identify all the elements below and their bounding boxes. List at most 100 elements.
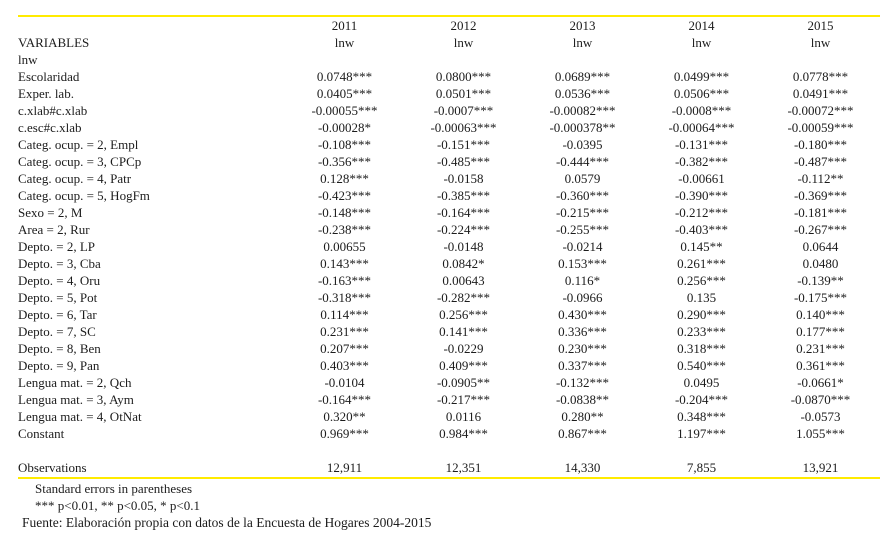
coefficient-value: 0.290*** bbox=[677, 307, 726, 322]
coefficient-value: -0.0214 bbox=[562, 239, 603, 254]
variable-label: Exper. lab. bbox=[18, 86, 74, 101]
coefficient-value: -0.0158 bbox=[443, 171, 484, 186]
coefficient-value: -0.390*** bbox=[674, 188, 729, 203]
coefficient-value: 1.055*** bbox=[796, 426, 845, 441]
coefficient-value: 0.261*** bbox=[677, 256, 726, 271]
depvar-header: lnw bbox=[453, 35, 474, 50]
table-row: Lengua mat. = 2, Qch -0.0104 -0.0905** -0.1… bbox=[18, 374, 880, 391]
table-row: Depto. = 3, Cba 0.143*** 0.0842* 0.153*** 0.… bbox=[18, 255, 880, 272]
coefficient-value: -0.0573 bbox=[800, 409, 841, 424]
variable-label: Categ. ocup. = 5, HogFm bbox=[18, 188, 150, 203]
spacer-cell bbox=[18, 442, 285, 459]
bottom-rule-cell bbox=[18, 477, 880, 480]
coefficient-value: -0.148*** bbox=[317, 205, 372, 220]
footnote-significance: *** p<0.01, ** p<0.05, * p<0.1 bbox=[35, 498, 200, 513]
table-row: Categ. ocup. = 4, Patr 0.128*** -0.0158 0.0… bbox=[18, 170, 880, 187]
coefficient-value: -0.0008*** bbox=[671, 103, 732, 118]
observations-value: 12,351 bbox=[445, 460, 482, 475]
coefficient-value: 0.141*** bbox=[439, 324, 488, 339]
coefficient-value: -0.0229 bbox=[443, 341, 484, 356]
coefficient-value: 0.0405*** bbox=[316, 86, 373, 101]
table-row: Lengua mat. = 4, OtNat 0.320** 0.0116 0.280… bbox=[18, 408, 880, 425]
observations-value: 14,330 bbox=[564, 460, 601, 475]
depvar-header: lnw bbox=[810, 35, 831, 50]
coefficient-value: -0.00028* bbox=[317, 120, 372, 135]
variable-label: Area = 2, Rur bbox=[18, 222, 90, 237]
coefficient-value: -0.217*** bbox=[436, 392, 491, 407]
table-row: Depto. = 7, SC 0.231*** 0.141*** 0.336*** 0.… bbox=[18, 323, 880, 340]
table-row: c.xlab#c.xlab -0.00055*** -0.0007*** -0.000… bbox=[18, 102, 880, 119]
variable-label: c.xlab#c.xlab bbox=[18, 103, 88, 118]
coefficient-value: -0.0905** bbox=[436, 375, 491, 390]
observations-value: 12,911 bbox=[326, 460, 363, 475]
observations-value: 7,855 bbox=[686, 460, 717, 475]
source-note: Fuente: Elaboración propia con datos de … bbox=[22, 515, 432, 530]
table-row: Depto. = 4, Oru -0.163*** 0.00643 0.116* 0.2… bbox=[18, 272, 880, 289]
table-row: Categ. ocup. = 2, Empl -0.108*** -0.151***… bbox=[18, 136, 880, 153]
coefficient-value: 0.430*** bbox=[558, 307, 607, 322]
coefficient-value: 0.0499*** bbox=[673, 69, 730, 84]
coefficient-value: -0.444*** bbox=[555, 154, 610, 169]
coefficient-value: -0.112** bbox=[797, 171, 844, 186]
year-header: 2012 bbox=[450, 18, 477, 33]
coefficient-value: 0.256*** bbox=[439, 307, 488, 322]
observations-row: Observations 12,911 12,351 14,330 7,855 13,92… bbox=[18, 459, 880, 478]
coefficient-value: -0.164*** bbox=[436, 205, 491, 220]
spacer-cell bbox=[285, 442, 404, 459]
variable-label: Depto. = 4, Oru bbox=[18, 273, 101, 288]
coefficient-value: 0.984*** bbox=[439, 426, 488, 441]
coefficient-value: 0.320** bbox=[323, 409, 366, 424]
coefficient-value: -0.385*** bbox=[436, 188, 491, 203]
year-header: 2011 bbox=[331, 18, 358, 33]
variables-header: VARIABLES bbox=[18, 35, 90, 50]
variable-label: Depto. = 9, Pan bbox=[18, 358, 100, 373]
table-row: Categ. ocup. = 5, HogFm -0.423*** -0.385**… bbox=[18, 187, 880, 204]
spacer-cell bbox=[642, 442, 761, 459]
coefficient-value: 0.145** bbox=[680, 239, 723, 254]
coefficient-value: -0.0148 bbox=[443, 239, 484, 254]
coefficient-value: 0.540*** bbox=[677, 358, 726, 373]
coefficient-value: -0.485*** bbox=[436, 154, 491, 169]
coefficient-value: 0.00643 bbox=[442, 273, 485, 288]
coefficient-value: 0.231*** bbox=[320, 324, 369, 339]
depvar-header: lnw bbox=[572, 35, 593, 50]
coefficient-value: -0.151*** bbox=[436, 137, 491, 152]
table-row: Depto. = 9, Pan 0.403*** 0.409*** 0.337*** 0… bbox=[18, 357, 880, 374]
coefficient-value: -0.224*** bbox=[436, 222, 491, 237]
table-row: Area = 2, Rur -0.238*** -0.224*** -0.255***… bbox=[18, 221, 880, 238]
coefficient-value: -0.108*** bbox=[317, 137, 372, 152]
table-row: Depto. = 2, LP 0.00655 -0.0148 -0.0214 0.145… bbox=[18, 238, 880, 255]
observations-label: Observations bbox=[18, 460, 87, 475]
coefficient-value: -0.356*** bbox=[317, 154, 372, 169]
variable-label: Escolaridad bbox=[18, 69, 80, 84]
depvar-header: lnw bbox=[334, 35, 355, 50]
coefficient-value: -0.0870*** bbox=[790, 392, 851, 407]
coefficient-value: 0.409*** bbox=[439, 358, 488, 373]
coefficient-value: -0.00082*** bbox=[549, 103, 616, 118]
coefficient-value: 0.0800*** bbox=[435, 69, 492, 84]
variable-label: Lengua mat. = 4, OtNat bbox=[18, 409, 142, 424]
coefficient-value: -0.318*** bbox=[317, 290, 372, 305]
coefficient-value: -0.180*** bbox=[793, 137, 848, 152]
coefficient-value: 0.116* bbox=[564, 273, 601, 288]
coefficient-value: 0.867*** bbox=[558, 426, 607, 441]
depvar-header: lnw bbox=[691, 35, 712, 50]
spacer-cell bbox=[523, 442, 642, 459]
coefficient-value: -0.163*** bbox=[317, 273, 372, 288]
variable-label: Categ. ocup. = 2, Empl bbox=[18, 137, 139, 152]
coefficient-value: 0.336*** bbox=[558, 324, 607, 339]
table-row: Escolaridad 0.0748*** 0.0800*** 0.0689*** 0.… bbox=[18, 68, 880, 85]
spacer-cell bbox=[404, 442, 523, 459]
depvar-header-row: VARIABLES lnw lnw lnw lnw lnw bbox=[18, 34, 880, 51]
coefficient-value: 0.337*** bbox=[558, 358, 607, 373]
table-row: Depto. = 8, Ben 0.207*** -0.0229 0.230*** 0.… bbox=[18, 340, 880, 357]
coefficient-value: -0.175*** bbox=[793, 290, 848, 305]
coefficient-value: 0.318*** bbox=[677, 341, 726, 356]
coefficient-value: 0.230*** bbox=[558, 341, 607, 356]
year-header: 2014 bbox=[688, 18, 715, 33]
year-header-row: 2011 2012 2013 2014 2015 bbox=[18, 16, 880, 34]
coefficient-value: -0.0838** bbox=[555, 392, 610, 407]
variable-label: c.esc#c.xlab bbox=[18, 120, 82, 135]
variable-label: Depto. = 7, SC bbox=[18, 324, 96, 339]
variable-label: Depto. = 5, Pot bbox=[18, 290, 98, 305]
